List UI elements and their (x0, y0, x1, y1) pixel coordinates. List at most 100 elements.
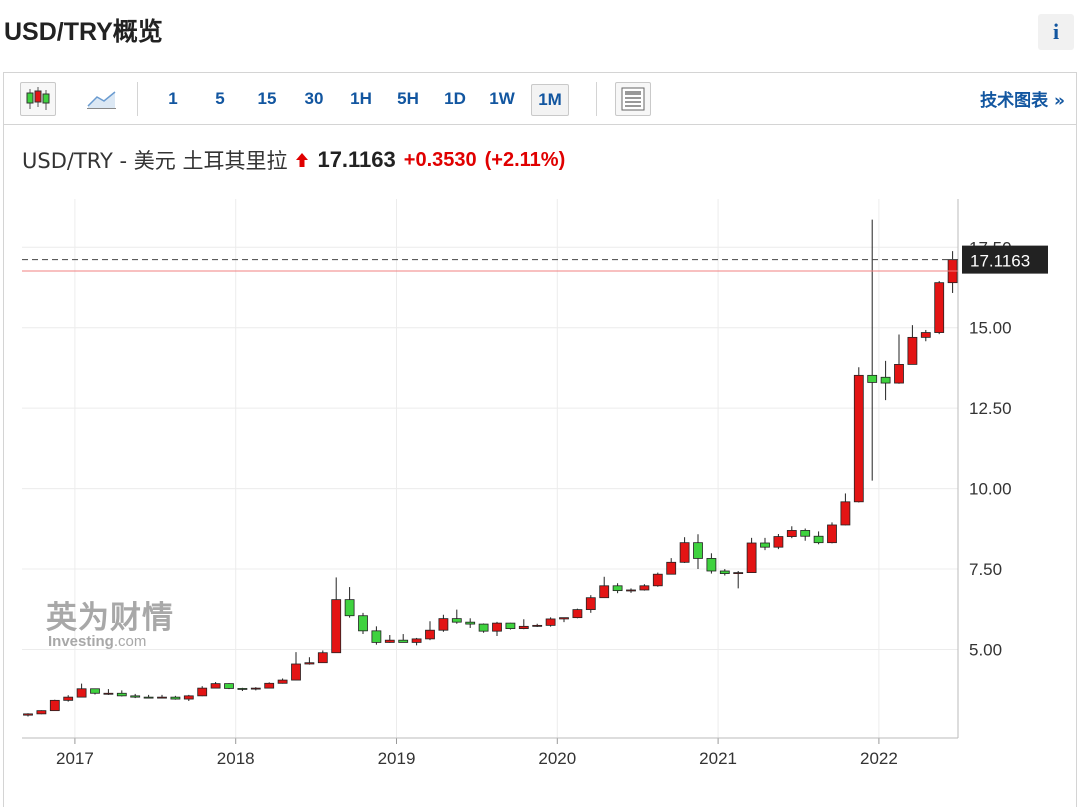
interval-button[interactable]: 30 (304, 89, 324, 108)
candle-body (786, 530, 797, 537)
candle-body (411, 638, 422, 643)
candle-body (800, 530, 811, 537)
candle-icon (26, 87, 50, 110)
candle-body (304, 662, 315, 665)
x-tick-label: 2022 (860, 749, 898, 768)
interval-button[interactable]: 5H (397, 89, 419, 108)
candle-body (478, 623, 489, 632)
separator (596, 82, 597, 116)
line-chart-toggle[interactable] (85, 86, 119, 112)
candle-body (331, 599, 342, 654)
candlestick-toggle[interactable] (20, 82, 56, 116)
candle-body (880, 376, 891, 384)
toolbar: 技术图表 » 1 5 15 30 1H 5H 1D 1W 1M (3, 72, 1077, 125)
y-tick-label: 7.50 (969, 560, 1002, 579)
candle-body (518, 625, 529, 629)
candle-body (693, 542, 703, 559)
candle-body (559, 617, 569, 620)
interval-button[interactable]: 1W (489, 89, 515, 108)
candle-body (840, 501, 851, 526)
candle-body (237, 688, 248, 690)
x-tick-label: 2017 (56, 749, 94, 768)
interval-button[interactable]: 1D (444, 89, 466, 108)
candle-body (853, 374, 864, 503)
interval-button[interactable]: 1M (531, 84, 569, 116)
change-percent: (+2.11%) (484, 148, 566, 171)
candle-body (706, 558, 717, 572)
candle-body (49, 699, 60, 712)
candle-body (23, 713, 33, 716)
candle-body (733, 572, 744, 574)
candle-body (371, 630, 382, 643)
up-arrow (296, 153, 309, 167)
interval-button[interactable]: 1 (168, 89, 178, 108)
candle-body (639, 585, 650, 591)
candle-body (626, 589, 636, 592)
candle-body (599, 585, 610, 599)
y-tick-label: 15.00 (969, 319, 1012, 338)
x-tick-label: 2019 (378, 749, 416, 768)
table-toggle[interactable] (615, 82, 651, 116)
candle-body (585, 597, 596, 611)
candle-body (384, 639, 395, 643)
interval-button[interactable]: 15 (257, 89, 277, 108)
candle-body (358, 615, 368, 632)
interval-button[interactable]: 5 (215, 89, 225, 108)
watermark-domain: .com (114, 633, 147, 650)
candle-body (746, 542, 757, 573)
candle-body (773, 536, 784, 548)
candle-body (250, 687, 261, 690)
candle-body (103, 692, 114, 695)
grid (22, 199, 958, 738)
chart-frame (3, 72, 1077, 807)
candle-body (130, 695, 141, 698)
candle-body (344, 599, 355, 617)
x-tick-label: 2020 (538, 749, 576, 768)
candle-body (264, 682, 275, 689)
x-tick-label: 2021 (699, 749, 737, 768)
candle-body (760, 542, 770, 548)
candle-body (545, 618, 556, 626)
y-tick-label: 12.50 (969, 399, 1012, 418)
candle-body (934, 282, 945, 333)
candle-body (679, 542, 690, 563)
candle-body (894, 364, 904, 384)
candle-body (157, 696, 167, 699)
y-tick-label: 10.00 (969, 480, 1012, 499)
candle-body (666, 561, 677, 575)
candle-body (572, 609, 583, 619)
change: +0.3530 (403, 148, 477, 171)
candle-body (277, 679, 288, 684)
candle-body (183, 695, 194, 700)
quote-line: USD/TRY - 美元 土耳其里拉 17.1163 +0.3530 (+2.1… (22, 145, 565, 175)
candle-body (438, 618, 449, 631)
table-icon (621, 87, 645, 111)
candle-body (907, 336, 918, 365)
candle-body (224, 683, 234, 689)
technical-chart-link[interactable]: 技术图表 » (980, 91, 1065, 111)
candle-body (170, 696, 181, 700)
candle-body (63, 696, 74, 701)
candle-body (317, 652, 328, 664)
candle-body (197, 687, 208, 697)
candle-body (76, 688, 87, 698)
candle-body (36, 710, 47, 715)
candle-body (719, 570, 730, 574)
info-button[interactable]: i (1038, 14, 1074, 50)
candle-body (532, 624, 543, 627)
last-price-box (962, 245, 1048, 274)
x-tick-label: 2018 (217, 749, 255, 768)
candle-body (492, 622, 502, 632)
candle-body (210, 683, 221, 689)
watermark-cn: 英为财情 (46, 600, 174, 635)
candle-body (398, 639, 409, 643)
interval-button[interactable]: 1H (350, 89, 372, 108)
candle-body (465, 621, 476, 625)
watermark-brand: Investing (48, 633, 114, 650)
candle-body (425, 629, 435, 640)
page-title: USD/TRY概览 (4, 18, 163, 46)
separator (137, 82, 138, 116)
candle-body (451, 618, 462, 623)
